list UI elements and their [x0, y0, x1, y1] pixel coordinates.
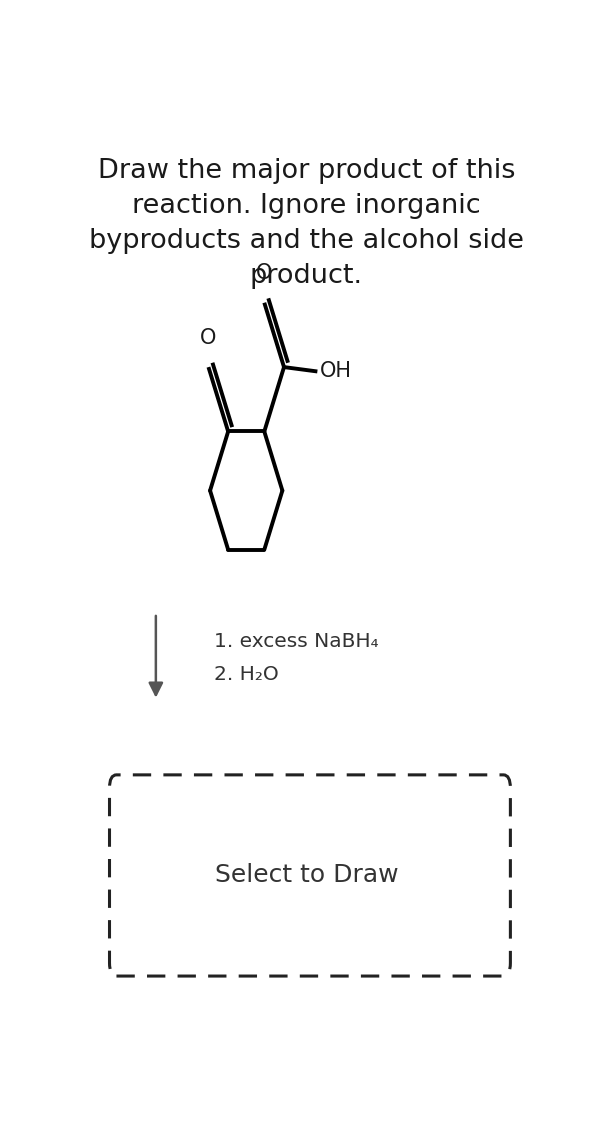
FancyBboxPatch shape	[109, 775, 511, 976]
Text: OH: OH	[320, 361, 352, 382]
Text: O: O	[256, 264, 273, 284]
Text: Select to Draw: Select to Draw	[215, 863, 398, 887]
Text: O: O	[200, 328, 216, 348]
Text: 2. H₂O: 2. H₂O	[214, 665, 279, 684]
Text: Draw the major product of this
reaction. Ignore inorganic
byproducts and the alc: Draw the major product of this reaction.…	[89, 158, 524, 290]
Text: 1. excess NaBH₄: 1. excess NaBH₄	[214, 632, 379, 651]
